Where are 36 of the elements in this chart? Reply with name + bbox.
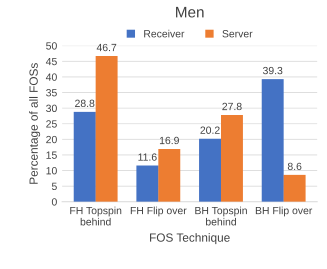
legend-label: Server — [222, 30, 252, 38]
y-tick-label: 10 — [46, 167, 57, 174]
y-axis-title: Percentage of all FOSs — [29, 63, 40, 184]
y-tick-label: 30 — [46, 104, 57, 112]
bar — [220, 115, 243, 202]
y-tick-label: 0 — [52, 198, 57, 206]
x-tick-label: BH Flip over — [256, 206, 312, 216]
bar — [96, 56, 118, 202]
bar — [199, 138, 221, 202]
data-label: 8.6 — [288, 162, 302, 170]
x-tick-label: FH Topspin behind — [70, 206, 122, 226]
x-axis-title: FOS Technique — [150, 233, 230, 244]
data-label: 28.8 — [75, 100, 94, 108]
y-tick-label: 25 — [46, 120, 57, 128]
y-tick-label: 35 — [46, 89, 57, 96]
legend-label: Receiver — [144, 30, 184, 38]
y-tick-label: 20 — [46, 136, 57, 144]
chart-title: Men — [176, 6, 204, 18]
y-tick-label: 50 — [46, 42, 57, 50]
bar — [136, 166, 158, 202]
data-label: 20.2 — [200, 126, 220, 134]
bar — [284, 174, 306, 202]
bar — [262, 79, 284, 202]
y-tick-label: 40 — [46, 73, 57, 81]
bar — [158, 149, 180, 202]
bar — [74, 112, 96, 202]
y-tick-label: 15 — [46, 152, 57, 159]
x-tick-label: BH Topspin behind — [195, 206, 247, 226]
y-tick-label: 45 — [46, 58, 57, 66]
data-label: 11.6 — [138, 153, 157, 161]
data-label: 16.9 — [160, 136, 179, 144]
data-label: 27.8 — [222, 102, 242, 110]
y-tick-label: 5 — [52, 182, 57, 190]
x-tick-label: FH Flip over — [130, 206, 187, 216]
data-label: 39.3 — [262, 66, 282, 74]
data-label: 46.7 — [96, 44, 116, 52]
